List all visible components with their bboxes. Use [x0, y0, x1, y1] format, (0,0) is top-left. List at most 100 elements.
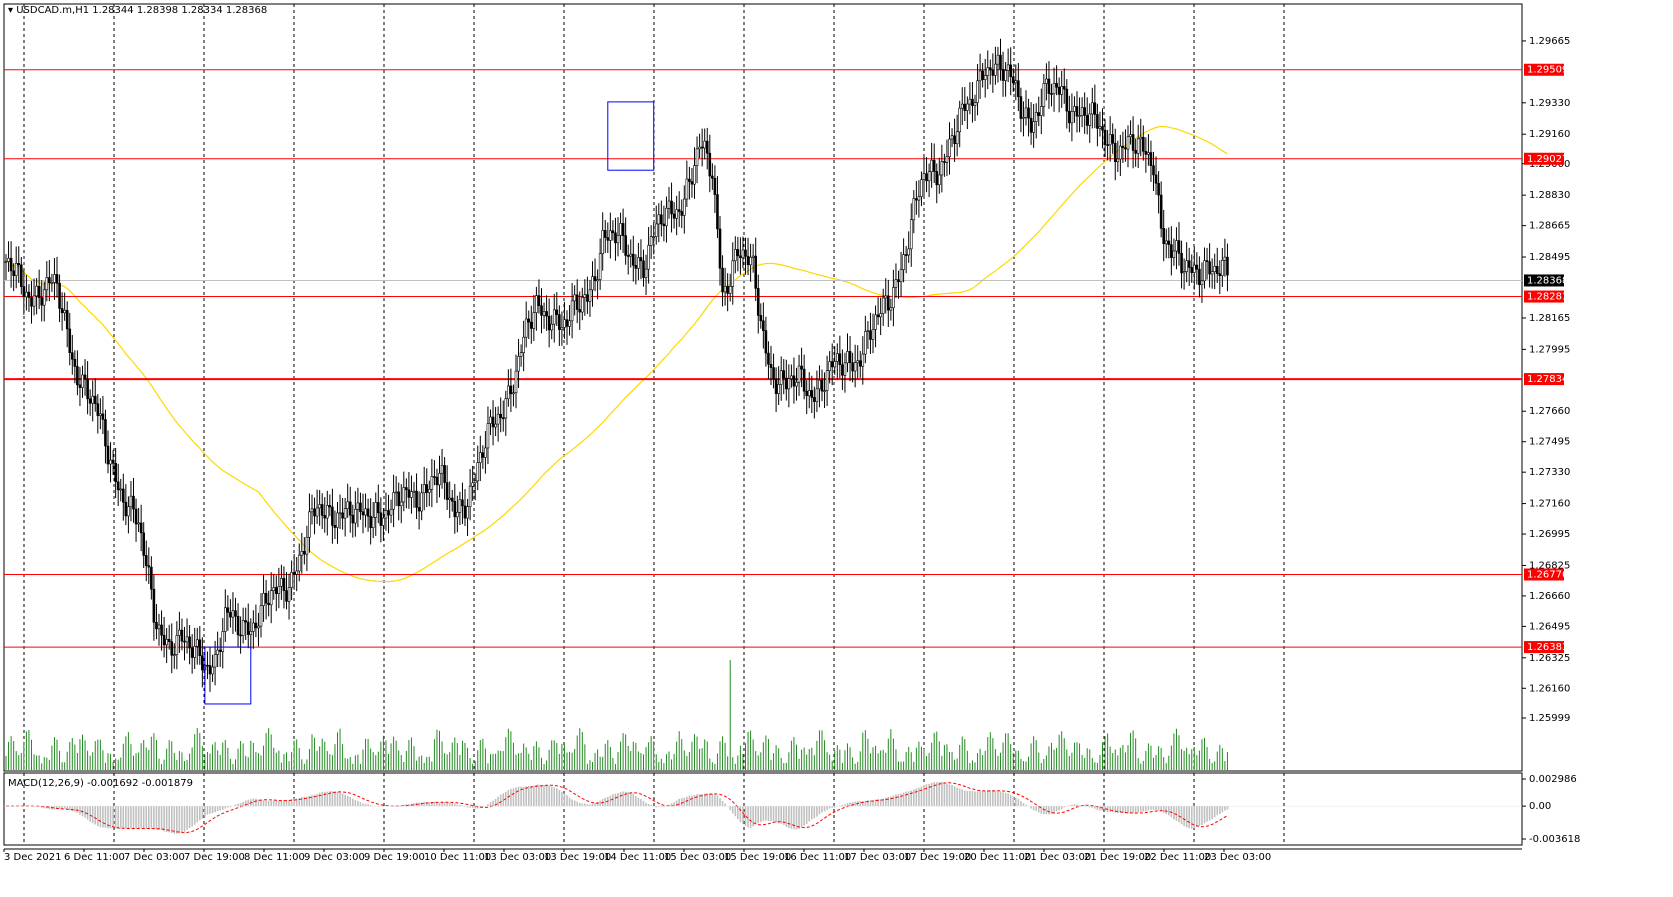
candle-body	[320, 504, 324, 516]
price-tick-label: 1.27995	[1529, 344, 1570, 355]
candle-body	[1182, 271, 1186, 274]
candle-body	[848, 351, 852, 363]
candle-body	[1083, 107, 1086, 116]
candle-body	[731, 260, 735, 287]
candle-body	[909, 219, 913, 250]
candle-body	[723, 285, 727, 293]
time-tick-label: 8 Dec 11:00	[244, 852, 305, 863]
candle-body	[769, 363, 773, 368]
candle-body	[124, 501, 128, 517]
candle-body	[1198, 268, 1201, 286]
candle-body	[412, 490, 416, 493]
candle-body	[563, 319, 566, 328]
candle-body	[185, 636, 189, 643]
candle-body	[813, 397, 816, 402]
candle-body	[318, 504, 321, 509]
price-tick-label: 1.28495	[1529, 252, 1570, 263]
candle-body	[593, 276, 597, 282]
candle-body	[48, 277, 51, 284]
triangle-down-icon[interactable]: ▾	[8, 5, 14, 16]
candle-body	[348, 501, 352, 516]
candle-body	[405, 487, 408, 491]
candle-body	[188, 636, 191, 649]
candle-body	[828, 361, 831, 372]
candle-body	[285, 590, 288, 602]
candle-body	[1106, 144, 1109, 146]
candle-body	[514, 370, 518, 394]
candle-body	[652, 236, 656, 238]
candle-body	[489, 416, 492, 424]
candle-body	[430, 476, 434, 490]
volume-bars	[5, 660, 1228, 770]
time-tick-label: 15 Dec 19:00	[724, 852, 791, 863]
candle-body	[1134, 150, 1137, 154]
candle-body	[435, 476, 439, 486]
candle-body	[1154, 174, 1158, 184]
candle-body	[193, 645, 196, 658]
candle-body	[1009, 64, 1013, 78]
candle-body	[917, 196, 921, 201]
candle-body	[122, 488, 125, 503]
candle-body	[649, 236, 653, 246]
candle-body	[892, 287, 895, 309]
candle-body	[797, 365, 801, 383]
candle-body	[1040, 106, 1043, 116]
candle-body	[297, 554, 301, 572]
price-tick-label: 1.25999	[1529, 713, 1570, 724]
candle-body	[1203, 260, 1206, 282]
candle-body	[397, 491, 401, 507]
candle-body	[216, 649, 219, 655]
candle-body	[1096, 114, 1099, 129]
candle-body	[1144, 151, 1148, 155]
candle-body	[22, 286, 26, 298]
candle-body	[422, 484, 426, 494]
current-price-tag-label: 1.28368	[1527, 275, 1568, 286]
candles	[4, 38, 1229, 692]
candle-body	[9, 257, 13, 272]
candle-body	[575, 294, 579, 310]
candle-body	[637, 257, 640, 269]
candle-body	[1073, 106, 1076, 112]
candle-body	[915, 198, 918, 201]
candle-body	[1075, 106, 1079, 117]
candle-body	[394, 491, 398, 494]
candle-body	[218, 649, 222, 652]
marker-box	[204, 646, 252, 705]
candle-body	[277, 585, 281, 594]
candle-body	[63, 309, 66, 314]
candle-body	[912, 198, 916, 221]
candle-body	[1205, 260, 1209, 263]
candle-body	[693, 165, 696, 185]
candle-body	[468, 485, 472, 508]
candle-body	[42, 289, 46, 306]
candle-body	[267, 602, 270, 606]
candle-body	[448, 497, 452, 500]
candle-body	[1177, 240, 1181, 254]
candle-body	[767, 352, 770, 365]
candle-body	[417, 507, 421, 512]
candle-body	[616, 234, 620, 244]
price-tick-label: 1.26660	[1529, 591, 1570, 602]
candle-body	[1034, 112, 1038, 122]
candle-body	[660, 214, 663, 225]
level-tag-label: 1.29027	[1527, 154, 1568, 165]
candle-body	[940, 161, 944, 176]
candle-body	[254, 622, 258, 629]
candle-body	[1187, 260, 1191, 268]
time-tick-label: 22 Dec 11:00	[1144, 852, 1211, 863]
candle-body	[512, 392, 515, 395]
candle-body	[341, 512, 344, 519]
candle-body	[542, 311, 546, 316]
price-tick-label: 1.28165	[1529, 313, 1570, 324]
candle-body	[688, 178, 691, 182]
candle-body	[201, 655, 204, 671]
candle-body	[116, 481, 120, 491]
candle-body	[1004, 70, 1007, 81]
candle-body	[958, 107, 962, 133]
candle-body	[1159, 194, 1163, 229]
candle-body	[948, 138, 951, 158]
macd-tick-label: -0.003618	[1529, 834, 1580, 845]
candle-body	[274, 587, 278, 594]
candle-body	[361, 511, 365, 516]
